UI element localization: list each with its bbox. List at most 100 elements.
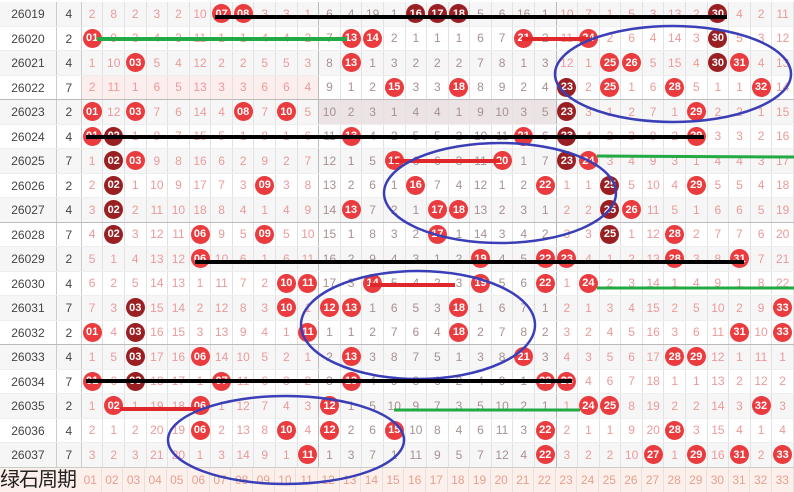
number-cell: 1 [125,173,147,197]
number-cell: 9 [147,149,169,173]
miss-count: 11 [301,251,315,266]
number-cell: 4 [449,418,471,442]
number-cell: 20 [643,418,665,442]
number-cell: 7 [492,26,514,50]
period-value: 7 [57,222,82,246]
number-cell: 3 [449,271,471,295]
table-row: 26024 4 01 02 1 8 7 15 5 1 8 1 6 11 13 4 2 5 5 2 10 11 21 6 23 4 2… [0,124,794,149]
drawn-ball: 32 [751,77,771,97]
drawn-ball: 18 [449,322,469,342]
footer-column-number: 16 [404,468,426,492]
number-cell: 4 [578,369,600,393]
miss-count: 3 [671,325,679,340]
number-cell: 18 [449,198,471,222]
number-cell: 8 [211,198,233,222]
miss-count: 12 [495,447,509,462]
miss-count: 5 [282,227,290,242]
period-number: 26036 [0,418,57,442]
miss-count: 5 [692,300,700,315]
drawn-ball: 12 [319,396,339,416]
table-row: 26026 2 2 02 1 10 9 17 7 3 09 3 8 13 2 6 1 16 7 4 12 1 2 22 1 1 25… [0,173,794,198]
number-cell: 8 [298,173,320,197]
number-cell: 3 [125,222,147,246]
number-cell: 2 [341,173,363,197]
miss-count: 7 [369,202,376,217]
number-cell: 10 [276,271,298,295]
number-cell: 1 [535,2,557,26]
number-cell: 1 [383,100,406,124]
drawn-ball: 32 [751,396,771,416]
number-cell: 21 [147,443,169,467]
drawn-ball: 25 [600,200,620,220]
drawn-ball: 01 [82,28,102,48]
miss-count: 1 [628,80,635,95]
number-cell: 14 [362,26,384,50]
miss-count: 4 [369,374,376,389]
number-cell: 3 [341,443,363,467]
miss-count: 18 [150,374,164,389]
number-cell: 2 [535,320,557,344]
number-cell: 03 [125,320,147,344]
number-cell: 5 [686,75,708,99]
number-cell: 2 [384,26,406,50]
number-cell: 10 [470,124,492,148]
number-cell: 4 [449,173,471,197]
number-cell: 28 [664,345,687,369]
miss-count: 1 [455,227,463,242]
number-cell: 19 [470,247,492,271]
drawn-ball: 31 [729,445,749,465]
number-cell: 3 [729,124,751,148]
miss-count: 4 [585,129,592,144]
number-cell: 3 [578,100,600,124]
number-cell: 12 [772,26,794,50]
miss-count: 1 [671,374,679,389]
miss-count: 2 [88,423,96,438]
miss-count: 3 [757,153,765,168]
number-cell: 07 [211,369,233,393]
number-cell: 13 [772,51,794,75]
number-cell: 9 [254,443,277,467]
footer-column-number: 15 [383,468,405,492]
miss-count: 5 [628,178,635,193]
miss-count: 7 [261,104,269,119]
miss-count: 9 [757,300,765,315]
miss-count: 6 [520,276,528,291]
miss-count: 3 [153,6,161,21]
number-cell: 1 [664,443,687,467]
number-cell: 9 [103,26,125,50]
miss-count: 2 [671,398,679,413]
number-cell: 2 [211,418,233,442]
number-cell: 11 [492,124,514,148]
number-cell: 2 [513,173,535,197]
number-cell: 02 [103,394,125,418]
miss-count: 6 [369,423,376,438]
number-cell: 12 [470,173,492,197]
miss-count: 12 [236,398,250,413]
miss-count: 2 [369,325,376,340]
miss-count: 1 [671,276,679,291]
miss-count: 3 [304,55,312,70]
miss-count: 11 [107,80,120,95]
number-cell: 1 [513,149,535,173]
number-cell: 24 [578,149,600,173]
number-cell: 14 [319,198,341,222]
number-cell: 1 [341,149,363,173]
number-cell: 14 [233,443,255,467]
number-cell: 6 [513,271,535,295]
miss-count: 1 [326,325,333,340]
number-cell: 2 [578,320,600,344]
miss-count: 21 [775,251,790,266]
number-cell: 10 [406,418,428,442]
miss-count: 11 [474,153,487,168]
miss-count: 17 [775,153,790,168]
number-cell: 12 [319,394,341,418]
number-cell: 6 [211,149,233,173]
miss-count: 3 [692,251,700,266]
miss-count: 10 [214,251,229,266]
miss-count: 1 [455,31,463,46]
miss-count: 8 [390,349,398,364]
number-cell: 1 [276,320,298,344]
miss-count: 11 [215,276,228,291]
footer-column-number: 32 [750,468,772,492]
miss-count: 2 [455,129,463,144]
